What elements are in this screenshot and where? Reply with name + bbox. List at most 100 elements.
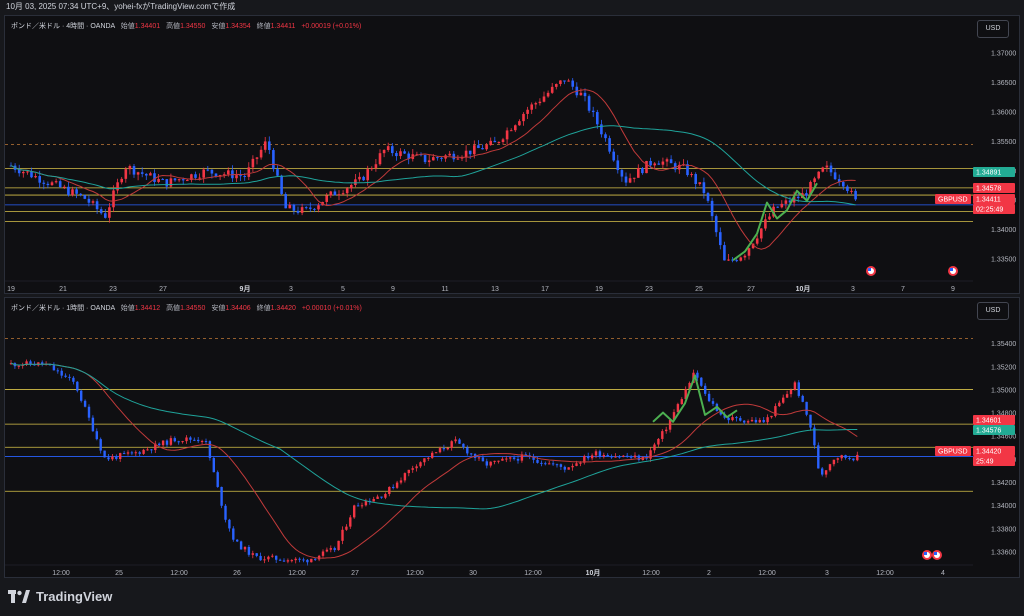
- candle: [214, 173, 218, 177]
- price-label-text: 02:25:49: [976, 207, 1003, 214]
- chart-pane-1h[interactable]: ポンド／米ドル · 1時間 · OANDA 始値1.34412 高値1.3455…: [4, 297, 1020, 578]
- candle: [555, 84, 558, 87]
- candle: [350, 185, 353, 189]
- price-tick-label: 1.37000: [991, 51, 1016, 58]
- candle: [536, 459, 539, 463]
- candle: [829, 165, 833, 173]
- candle: [314, 558, 317, 560]
- candle: [813, 427, 816, 446]
- candle: [423, 155, 427, 163]
- candle: [516, 458, 520, 461]
- candlestick-chart[interactable]: 1.370001.365001.360001.355001.350001.345…: [5, 16, 1020, 294]
- tradingview-logo[interactable]: TradingView: [8, 589, 112, 604]
- candle: [633, 455, 637, 458]
- tradingview-logo-icon: [8, 589, 30, 603]
- price-tick-label: 1.36000: [991, 109, 1016, 116]
- candlestick-chart[interactable]: 1.35400 1.35200 1.35000 1.34800 1.34600 1.344…: [5, 298, 1020, 578]
- price-axis: [973, 298, 1019, 577]
- price-axis: [973, 16, 1019, 293]
- candle: [571, 80, 574, 87]
- candle: [846, 186, 849, 191]
- candle: [224, 505, 227, 520]
- legend-low-label: 安値: [211, 23, 226, 30]
- price-label-text: 1.34576: [976, 428, 1001, 435]
- candle: [103, 450, 106, 458]
- candle: [678, 164, 681, 170]
- time-tick-label: 12:00: [170, 570, 188, 577]
- legend-change: +0.00019 (+0.01%): [301, 23, 362, 30]
- candle: [661, 431, 664, 439]
- candle: [452, 153, 456, 160]
- candle: [468, 150, 472, 155]
- candle: [161, 178, 164, 180]
- candle: [665, 159, 669, 162]
- candle: [657, 163, 661, 165]
- candle: [852, 458, 855, 461]
- candle: [370, 168, 374, 170]
- candle: [462, 443, 465, 448]
- candle: [828, 464, 832, 471]
- candle: [372, 498, 375, 502]
- candle: [481, 457, 485, 462]
- candle: [731, 259, 734, 261]
- candle: [676, 404, 680, 413]
- currency-button[interactable]: USD: [977, 302, 1009, 320]
- candle: [376, 496, 379, 499]
- candle: [563, 80, 566, 82]
- candle: [161, 440, 165, 446]
- candle: [817, 445, 820, 469]
- candle: [337, 540, 340, 551]
- legend-close-label: 終値: [256, 23, 271, 30]
- candle: [746, 421, 750, 423]
- chart-pane-4h[interactable]: ポンド／米ドル · 4時間 · OANDA 始値1.34401 高値1.3455…: [4, 15, 1020, 294]
- price-label-text: GBPUSD: [938, 449, 968, 456]
- candle: [649, 160, 652, 166]
- candle: [594, 451, 598, 456]
- candle: [72, 377, 75, 382]
- candle: [848, 457, 851, 459]
- candle: [548, 463, 551, 465]
- candle: [158, 443, 161, 446]
- candle: [165, 179, 169, 187]
- candle: [440, 157, 443, 159]
- candle: [208, 441, 212, 459]
- candle: [481, 148, 484, 150]
- moving-average-long: [10, 125, 856, 206]
- candle: [95, 201, 99, 210]
- candle: [222, 174, 226, 176]
- candle: [551, 463, 555, 465]
- candle: [382, 150, 386, 154]
- candle: [731, 417, 734, 421]
- candle: [91, 417, 95, 432]
- time-tick-label: 11: [441, 286, 448, 293]
- price-label-text: 25:49: [976, 459, 994, 466]
- moving-average-long: [10, 362, 858, 510]
- candle: [512, 457, 516, 459]
- time-tick-label: 27: [159, 286, 167, 293]
- currency-button[interactable]: USD: [977, 20, 1009, 38]
- price-label-badge: [973, 456, 1015, 466]
- candle: [177, 441, 180, 443]
- moving-average-short: [10, 362, 858, 559]
- candle: [119, 453, 122, 459]
- time-tick-label: 27: [351, 570, 359, 577]
- candle: [391, 146, 394, 154]
- candle: [817, 171, 820, 179]
- candle: [284, 194, 287, 209]
- time-tick-label: 30: [469, 570, 477, 577]
- candle: [124, 169, 128, 179]
- candle: [157, 178, 160, 182]
- legend-close: 1.34420: [270, 305, 296, 312]
- candle: [714, 216, 718, 233]
- candle: [438, 448, 442, 453]
- candle: [177, 179, 181, 181]
- candle: [837, 179, 841, 183]
- candle: [362, 176, 365, 181]
- candle: [34, 176, 37, 178]
- candle: [598, 451, 602, 457]
- candle: [596, 112, 599, 125]
- time-tick-label: 12:00: [288, 570, 306, 577]
- candle: [403, 151, 406, 154]
- price-label-badge: [973, 415, 1015, 425]
- price-label-badge: [935, 446, 971, 456]
